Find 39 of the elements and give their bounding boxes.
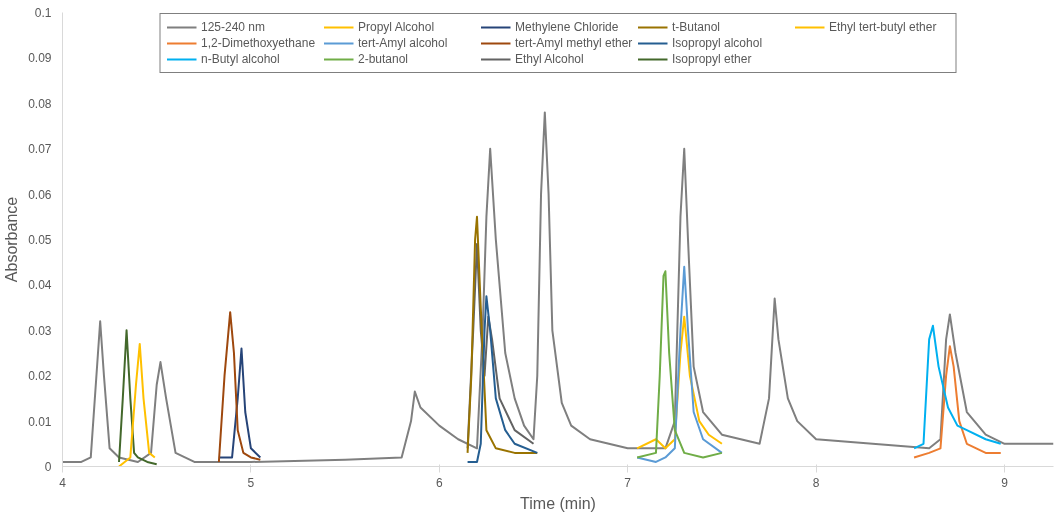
legend-label: t-Butanol xyxy=(672,20,722,34)
line-series xyxy=(466,295,539,463)
legend-label: 1,2-Dimethoxyethane xyxy=(201,36,317,50)
y-tick-label: 0.02 xyxy=(28,369,52,384)
x-tick-label: 7 xyxy=(624,475,632,490)
x-tick-label: 8 xyxy=(812,475,820,490)
line-series xyxy=(217,347,262,459)
y-tick-label: 0.03 xyxy=(28,323,52,338)
y-tick-label: 0.07 xyxy=(28,142,52,157)
line-series xyxy=(913,324,1002,450)
line-series xyxy=(913,345,1002,459)
legend-label: Ethyl tert-butyl ether xyxy=(829,20,938,34)
y-tick-label: 0 xyxy=(44,460,52,474)
y-axis-title: Absorbance xyxy=(3,196,21,283)
x-tick-label: 5 xyxy=(247,475,255,490)
y-tick-label: 0.1 xyxy=(34,6,52,20)
x-axis-title: Time (min) xyxy=(520,494,596,512)
y-tick-label: 0.08 xyxy=(28,96,52,111)
line-series xyxy=(217,311,262,463)
y-tick-label: 0.09 xyxy=(28,51,52,66)
line-series xyxy=(466,215,539,454)
legend-label: n-Butyl alcohol xyxy=(201,52,281,66)
y-tick-label: 0.04 xyxy=(28,278,52,293)
line-series xyxy=(62,111,1054,463)
legend-label: 2-butanol xyxy=(358,52,410,66)
y-tick-label: 0.06 xyxy=(28,187,52,202)
x-tick-label: 6 xyxy=(435,475,443,490)
y-tick-label: 0.01 xyxy=(28,414,52,429)
legend-label: Isopropyl ether xyxy=(672,52,753,66)
legend-label: tert-Amyl alcohol xyxy=(358,36,449,50)
legend-label: Methylene Chloride xyxy=(515,20,620,34)
x-tick-label: 4 xyxy=(59,475,67,490)
y-tick-label: 0.05 xyxy=(28,233,52,247)
x-tick-label: 9 xyxy=(1001,475,1009,490)
legend-label: Isopropyl alcohol xyxy=(672,36,764,50)
legend-label: Ethyl Alcohol xyxy=(515,52,585,66)
legend-label: Propyl Alcohol xyxy=(358,20,436,34)
legend-label: 125-240 nm xyxy=(201,20,267,34)
legend-label: tert-Amyl methyl ether xyxy=(515,36,634,50)
